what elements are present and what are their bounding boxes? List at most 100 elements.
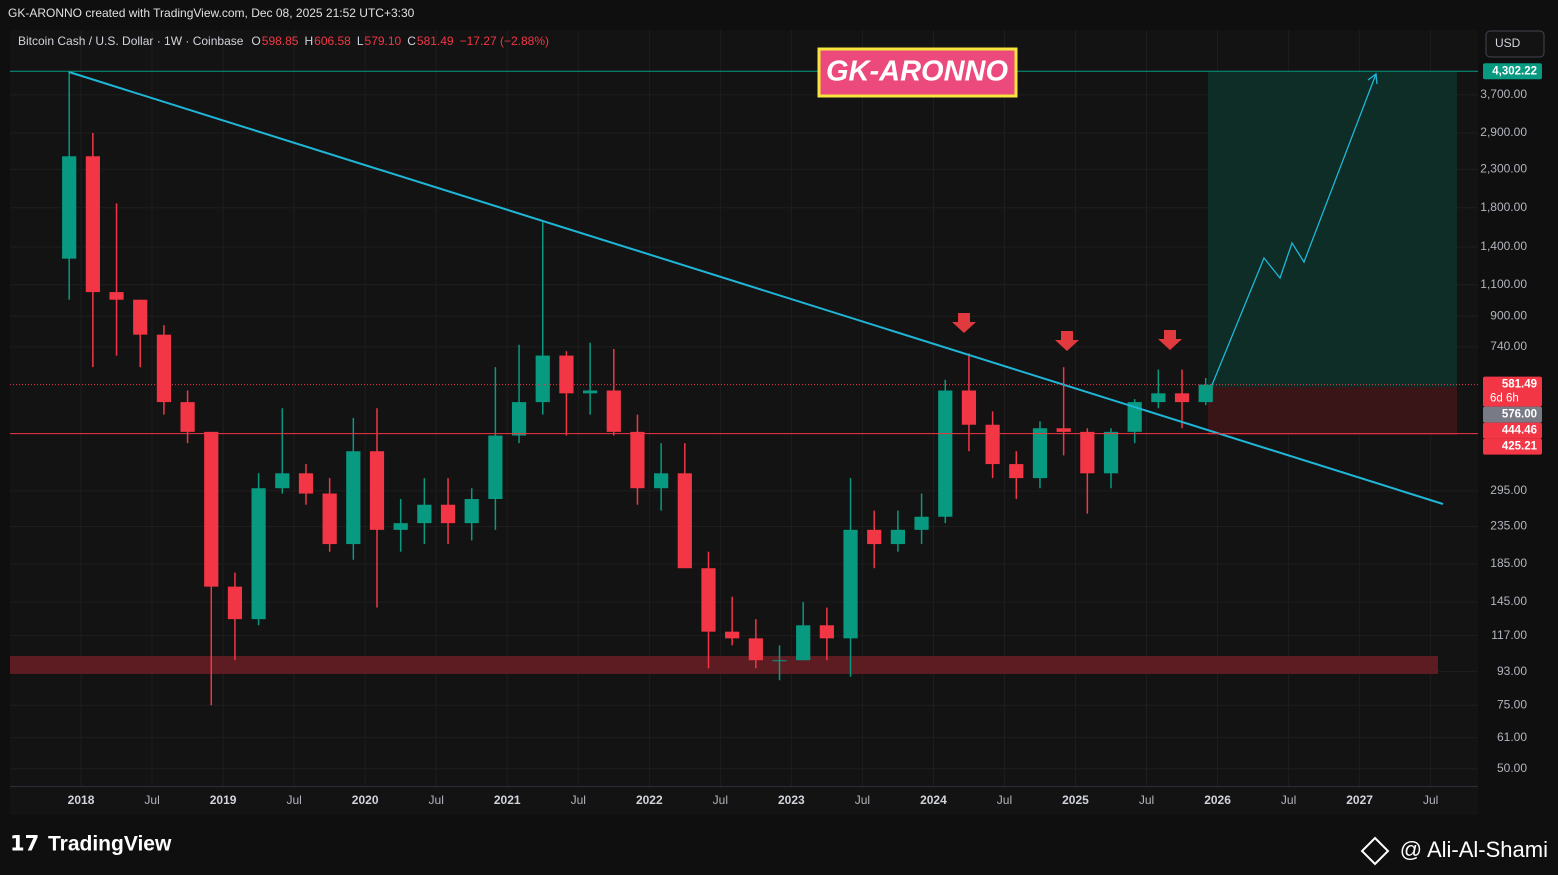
candle-body <box>535 355 550 403</box>
candle-body <box>156 334 172 403</box>
y-tick-label: 1,400.00 <box>1480 239 1527 253</box>
candle-body <box>796 625 811 661</box>
candle-body <box>1127 402 1142 432</box>
candle-body <box>204 431 219 587</box>
ohlc-key: C <box>407 34 416 48</box>
candle-body <box>511 402 527 436</box>
candle-body <box>1056 428 1071 432</box>
candle-body <box>985 424 1000 465</box>
y-tick-label: 1,800.00 <box>1480 200 1527 214</box>
x-tick-label: 2025 <box>1062 793 1089 807</box>
arrow <box>1158 330 1182 350</box>
candle-body <box>133 299 148 335</box>
y-tick-label: 117.00 <box>1491 628 1527 642</box>
currency-button[interactable] <box>1485 30 1545 58</box>
candle-body <box>961 390 977 425</box>
arrow <box>1055 331 1079 351</box>
price-label: 444.46 <box>1502 425 1537 437</box>
candle-body <box>890 529 906 545</box>
symbol: Bitcoin Cash / U.S. Dollar · 1W · Coinba… <box>18 34 244 48</box>
candle-body <box>701 568 716 632</box>
x-tick-label: Jul <box>1139 793 1154 807</box>
y-tick-label: 145.00 <box>1490 594 1527 608</box>
ohlc-value: 581.49 <box>417 34 454 48</box>
price-label-box <box>1483 438 1542 455</box>
x-tick-label: 2018 <box>68 793 95 807</box>
candle-body <box>772 660 787 662</box>
support-zone <box>10 656 1438 674</box>
price-label: 4,302.22 <box>1492 65 1537 77</box>
ohlc-value: 579.10 <box>365 34 402 48</box>
candle-body <box>488 435 503 500</box>
x-tick-label: Jul <box>713 793 728 807</box>
candles <box>62 71 1213 706</box>
candle-body <box>464 499 479 524</box>
y-tick-label: 2,300.00 <box>1480 161 1527 175</box>
candle-body <box>85 156 100 293</box>
y-tick-label: 740.00 <box>1490 339 1527 353</box>
currency[interactable]: USD <box>1495 36 1521 50</box>
candle-body <box>1174 393 1190 403</box>
candle-body <box>1198 384 1213 403</box>
candle-body <box>819 625 834 639</box>
candle-body <box>630 431 645 489</box>
candle-body <box>369 451 385 530</box>
price-label-box <box>1483 422 1542 439</box>
candle-body <box>914 516 929 530</box>
x-tick-label: Jul <box>1281 793 1296 807</box>
ohlc-key: O <box>251 34 260 48</box>
y-tick-label: 1,100.00 <box>1480 277 1527 291</box>
candle-body <box>1009 464 1024 479</box>
y-tick-label: 185.00 <box>1490 556 1527 570</box>
candle-body <box>440 504 456 524</box>
x-tick-label: 2023 <box>778 793 805 807</box>
x-tick-label: 2022 <box>636 793 663 807</box>
candle-body <box>1032 428 1048 479</box>
x-tick-label: Jul <box>1423 793 1438 807</box>
candle-body <box>748 638 763 661</box>
x-tick-label: 2020 <box>352 793 379 807</box>
countdown: 6d 6h <box>1490 393 1519 405</box>
y-tick-label: 2,900.00 <box>1480 125 1527 139</box>
target-zone <box>1208 72 1457 387</box>
candle-body <box>417 504 432 524</box>
author-icon <box>1360 836 1390 866</box>
candle-body <box>251 488 266 620</box>
candle-body <box>677 473 692 569</box>
candle-body <box>654 473 669 489</box>
credit: GK-ARONNO created with TradingView.com, … <box>8 6 415 20</box>
x-tick-label: Jul <box>997 793 1012 807</box>
banner-box <box>817 47 1018 98</box>
x-tick-label: 2026 <box>1204 793 1231 807</box>
projection-arrowhead <box>1367 72 1378 85</box>
x-tick-label: Jul <box>855 793 870 807</box>
candle-body <box>180 402 195 432</box>
price-label: 576.00 <box>1502 409 1537 421</box>
candle-body <box>62 156 77 259</box>
x-tick-label: 2021 <box>494 793 521 807</box>
x-tick-label: Jul <box>571 793 586 807</box>
projection-path <box>1211 73 1377 386</box>
candle-body <box>725 631 740 639</box>
y-tick-label: 235.00 <box>1490 519 1527 533</box>
candle-body <box>393 523 408 530</box>
y-tick-label: 75.00 <box>1497 697 1527 711</box>
y-tick-label: 900.00 <box>1490 308 1527 322</box>
trendline <box>68 71 1444 505</box>
candle-body <box>227 586 243 620</box>
ohlc-key: L <box>357 34 364 48</box>
ohlc-value: 598.85 <box>262 34 299 48</box>
candle-body <box>1151 393 1166 403</box>
price-label: 581.49 <box>1502 379 1537 391</box>
y-tick-label: 93.00 <box>1497 664 1527 678</box>
candle-body <box>606 390 621 432</box>
price-label-box <box>1483 406 1542 423</box>
candle-body <box>582 390 598 394</box>
x-tick-label: Jul <box>286 793 301 807</box>
price-label-box <box>1483 63 1542 80</box>
candle-body <box>275 473 290 489</box>
candle-body <box>843 529 858 639</box>
resistance-arrows <box>952 313 1182 351</box>
price-label: 425.21 <box>1502 441 1538 453</box>
